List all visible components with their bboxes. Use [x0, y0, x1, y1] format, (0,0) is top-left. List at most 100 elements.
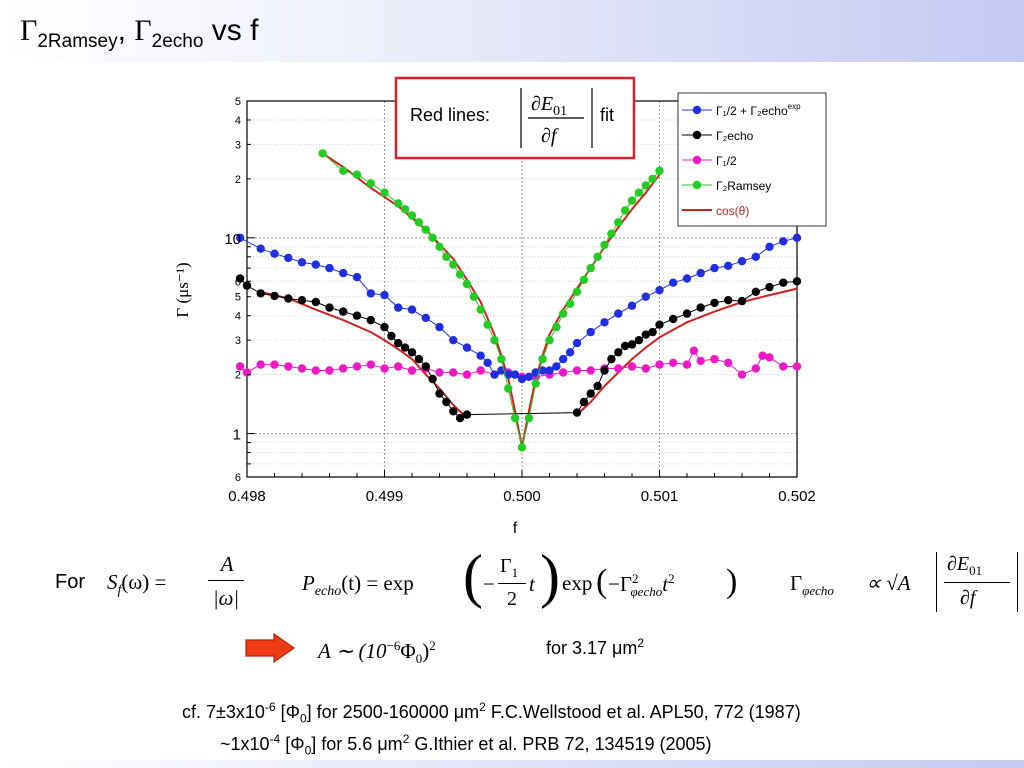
data-point	[572, 366, 582, 375]
pecho-frac-den: 2	[507, 588, 517, 610]
data-point	[352, 272, 362, 282]
data-point	[483, 358, 492, 367]
data-point	[579, 275, 589, 284]
data-point	[235, 233, 245, 242]
data-point	[737, 257, 747, 266]
data-point	[724, 358, 733, 367]
data-point	[270, 249, 279, 258]
data-point	[724, 296, 733, 305]
title-gamma-1: Γ	[20, 14, 38, 47]
data-point	[414, 354, 424, 364]
title-comma: ,	[117, 14, 126, 47]
data-point	[407, 211, 417, 220]
data-point	[394, 338, 403, 348]
series-3	[318, 149, 664, 452]
data-point	[627, 196, 637, 205]
series-line	[322, 153, 660, 448]
data-point	[648, 174, 657, 184]
series-0	[235, 233, 802, 384]
data-point	[380, 290, 389, 300]
data-point	[751, 252, 760, 261]
data-point	[339, 166, 348, 175]
pecho-inner: −Γ2φechot2	[608, 571, 675, 600]
slide-title: Γ2Ramsey, Γ2echo vs f	[20, 14, 258, 59]
data-point	[634, 188, 644, 197]
data-point	[428, 233, 437, 242]
data-point	[614, 348, 623, 357]
data-point	[751, 287, 760, 296]
data-point	[449, 336, 458, 345]
legend-marker	[692, 105, 702, 115]
x-tick-label: 0.501	[641, 488, 679, 505]
sf-fraction-bar	[208, 580, 244, 581]
legend: Γ₁/2 + Γ₂echoexp Γ₂echo Γ₁/2 Γ₂Ramsey cos(θ)	[677, 92, 827, 227]
legend-marker	[692, 155, 702, 165]
data-point	[689, 346, 699, 355]
data-point	[751, 364, 760, 373]
gamma-abs-left	[936, 552, 937, 612]
data-point	[620, 341, 630, 351]
data-point	[490, 370, 499, 379]
data-point	[414, 218, 424, 227]
data-point	[655, 166, 664, 175]
pecho-frac-num: Γ1	[500, 555, 519, 580]
data-point	[552, 322, 561, 332]
pecho-exp2: exp	[562, 571, 593, 595]
data-point	[235, 274, 245, 283]
data-point	[339, 268, 348, 278]
pecho-lhs: Pecho(t) = exp	[302, 571, 414, 600]
right-arrow-icon	[245, 632, 296, 664]
data-point	[311, 297, 320, 307]
axis-layer: 0.498 0.499 0.500 0.501 0.502 1 10 6 2 3 4 5 6 2 3 4 5	[224, 96, 815, 505]
data-point	[607, 229, 616, 238]
data-point	[620, 206, 630, 215]
data-point	[559, 368, 568, 377]
data-point	[614, 364, 623, 373]
y-minor-tick-label: 4	[235, 115, 241, 127]
data-point	[435, 242, 444, 251]
data-point	[380, 322, 389, 332]
title-sub-echo: 2echo	[151, 31, 204, 52]
sf-numerator: A	[220, 552, 234, 576]
x-tick-label: 0.500	[503, 488, 541, 505]
title-tail: vs f	[203, 14, 259, 47]
data-point	[655, 360, 664, 369]
data-point	[407, 305, 417, 314]
data-point	[284, 362, 293, 371]
data-point	[380, 364, 389, 373]
data-point	[297, 296, 307, 305]
data-point	[455, 413, 465, 423]
legend-label: cos(θ)	[716, 204, 749, 218]
data-point	[710, 298, 719, 308]
legend-label: Γ₁/2	[716, 154, 737, 168]
y-minor-tick-label: 5	[235, 292, 241, 304]
legend-marker	[692, 130, 702, 140]
data-point	[311, 366, 320, 375]
data-point	[593, 381, 602, 391]
data-point	[421, 362, 430, 371]
data-point	[696, 303, 705, 312]
fit-curve-1	[260, 290, 468, 419]
x-tick-label: 0.498	[228, 488, 266, 505]
y-axis-label: Γ (μs⁻¹)	[173, 262, 192, 317]
data-point	[682, 360, 692, 369]
data-point	[366, 179, 375, 188]
data-point	[572, 338, 582, 348]
data-point	[270, 360, 279, 369]
data-point	[724, 261, 733, 270]
data-point	[455, 270, 465, 279]
data-point	[565, 299, 575, 308]
reference-1: cf. 7±3x10-6 [Φ0] for 2500-160000 μm2 F.…	[182, 700, 801, 726]
data-point	[614, 218, 623, 227]
data-point	[442, 252, 451, 261]
data-point	[792, 277, 802, 286]
fit-curve-2	[576, 287, 798, 416]
data-point	[497, 354, 506, 364]
y-minor-tick-label: 5	[235, 96, 241, 108]
data-point	[407, 366, 417, 375]
legend-label: Γ₂Ramsey	[716, 179, 771, 193]
data-point	[449, 368, 458, 377]
data-point	[421, 313, 430, 323]
data-point	[559, 354, 568, 364]
data-point	[476, 305, 485, 314]
